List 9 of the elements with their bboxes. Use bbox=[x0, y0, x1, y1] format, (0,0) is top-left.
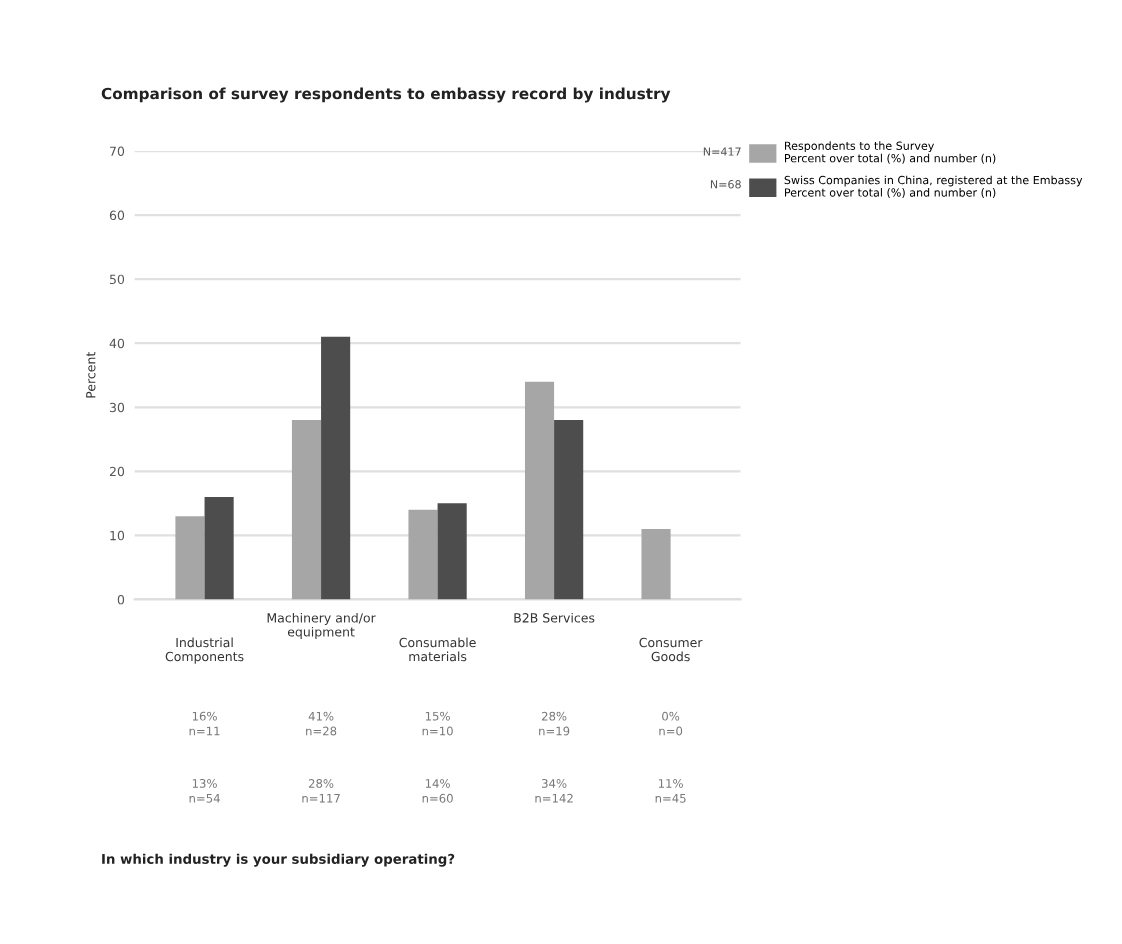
bar bbox=[524, 381, 555, 600]
bar bbox=[437, 503, 467, 600]
bar bbox=[554, 420, 584, 600]
bar bbox=[291, 420, 322, 600]
bar bbox=[321, 336, 351, 600]
bar bbox=[204, 496, 234, 600]
bar bbox=[408, 509, 438, 600]
bar bbox=[641, 528, 671, 600]
bar bbox=[175, 516, 205, 600]
